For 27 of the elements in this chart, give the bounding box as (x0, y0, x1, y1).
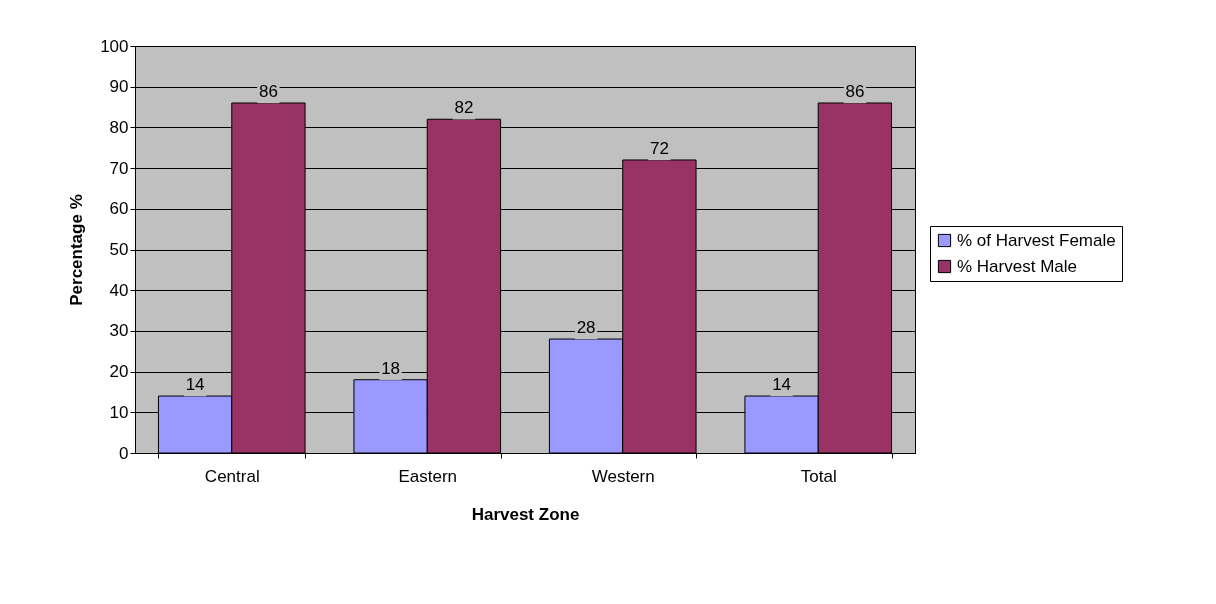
y-tick-label: 80 (109, 117, 129, 137)
x-tick-label: Western (591, 466, 655, 486)
data-label: 86 (845, 81, 865, 101)
x-tick-label: Eastern (398, 466, 458, 486)
y-tick-label: 100 (100, 36, 129, 56)
data-label: 28 (576, 318, 596, 338)
data-label: 14 (772, 375, 792, 395)
y-tick-label: 90 (109, 77, 129, 97)
y-tick-label: 50 (109, 240, 129, 259)
data-label: 86 (258, 81, 278, 101)
x-axis-title: Harvest Zone (471, 504, 580, 524)
data-label: 14 (185, 375, 205, 395)
data-label: 72 (649, 138, 669, 158)
y-tick-label: 40 (109, 280, 129, 300)
y-tick-label: 30 (109, 321, 129, 341)
y-tick-label: 0 (119, 443, 129, 463)
y-tick-label: 60 (109, 199, 129, 219)
data-label: 18 (381, 358, 401, 378)
y-tick-label: 10 (109, 402, 129, 422)
x-tick-label: Total (800, 466, 837, 486)
data-label: 82 (454, 98, 474, 118)
y-tick-label: 20 (109, 362, 129, 382)
y-axis-title: Percentage % (67, 194, 87, 306)
x-tick-label: Central (204, 466, 260, 486)
y-tick-label: 70 (109, 158, 129, 178)
legend-label: % of Harvest Female (957, 230, 1116, 250)
legend-label: % Harvest Male (957, 256, 1077, 276)
